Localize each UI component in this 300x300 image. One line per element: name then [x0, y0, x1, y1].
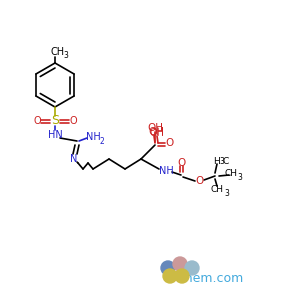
Text: 3: 3: [225, 188, 230, 197]
Text: OH: OH: [149, 128, 164, 138]
Text: Chem.com: Chem.com: [176, 272, 244, 284]
Text: CH: CH: [224, 169, 238, 178]
Text: O: O: [165, 138, 173, 148]
Text: HN: HN: [48, 130, 62, 140]
Text: O: O: [177, 158, 185, 168]
Text: CH: CH: [51, 47, 65, 57]
Text: OH: OH: [147, 123, 163, 133]
Text: CH: CH: [211, 184, 224, 194]
Text: O: O: [33, 116, 41, 126]
Text: C: C: [223, 157, 229, 166]
Circle shape: [185, 261, 199, 275]
Text: OH: OH: [148, 127, 164, 137]
Text: NH: NH: [85, 132, 100, 142]
Circle shape: [175, 269, 189, 283]
Circle shape: [173, 257, 187, 271]
Text: H: H: [214, 157, 220, 166]
Text: S: S: [51, 115, 59, 128]
Text: NH: NH: [159, 166, 173, 176]
Circle shape: [161, 261, 175, 275]
Circle shape: [163, 269, 177, 283]
Text: O: O: [69, 116, 77, 126]
Text: 3: 3: [220, 157, 224, 166]
Text: O: O: [196, 176, 204, 186]
Text: 2: 2: [100, 136, 104, 146]
Text: 3: 3: [64, 52, 68, 61]
Text: N: N: [70, 154, 78, 164]
Text: 3: 3: [238, 173, 242, 182]
